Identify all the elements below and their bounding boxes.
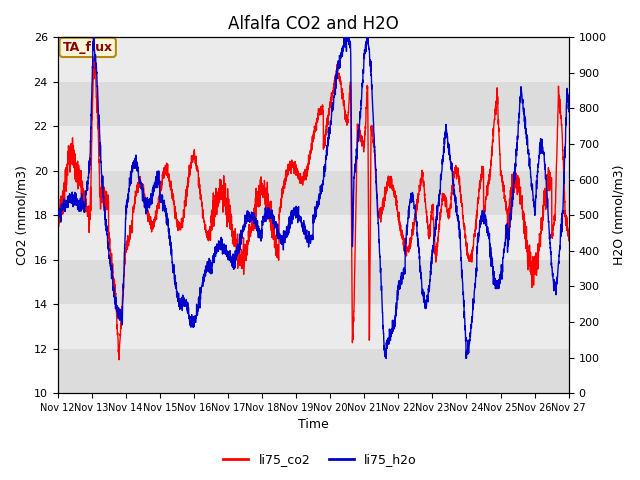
Bar <box>58 304 569 348</box>
Bar <box>58 37 569 82</box>
Bar <box>58 260 569 304</box>
Y-axis label: CO2 (mmol/m3): CO2 (mmol/m3) <box>15 165 28 265</box>
Y-axis label: H2O (mmol/m3): H2O (mmol/m3) <box>612 165 625 265</box>
Text: TA_flux: TA_flux <box>63 41 113 54</box>
X-axis label: Time: Time <box>298 419 328 432</box>
Legend: li75_co2, li75_h2o: li75_co2, li75_h2o <box>218 448 422 471</box>
Bar <box>58 348 569 393</box>
Title: Alfalfa CO2 and H2O: Alfalfa CO2 and H2O <box>228 15 399 33</box>
Bar <box>58 171 569 215</box>
Bar <box>58 215 569 260</box>
Bar <box>58 82 569 126</box>
Bar <box>58 126 569 171</box>
